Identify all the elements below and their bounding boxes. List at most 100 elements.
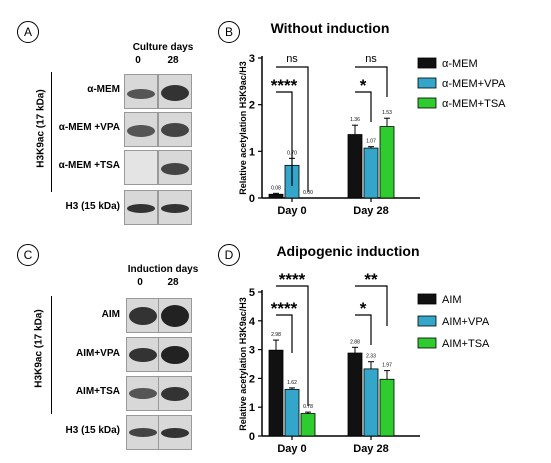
y-tick-label: 5 <box>249 287 255 299</box>
legend-label: AIM <box>442 294 462 306</box>
blot-c-r2-c1 <box>158 337 192 372</box>
significance-bracket <box>276 314 293 353</box>
significance-label: * <box>360 299 367 318</box>
x-tick-label: Day 28 <box>353 205 388 217</box>
y-tick-label: 1 <box>249 402 255 414</box>
legend-swatch <box>417 97 437 109</box>
y-tick-label: 1 <box>249 146 255 158</box>
significance-bracket <box>355 91 372 122</box>
significance-bracket <box>355 66 388 97</box>
y-tick-label: 2 <box>249 373 255 385</box>
bar <box>379 378 395 437</box>
significance-label: * <box>360 76 367 95</box>
side-bracket-a <box>51 72 52 192</box>
data-label: 2.33 <box>366 354 376 360</box>
blot-c-r1-c1 <box>158 298 192 333</box>
chart-title: Adipogenic induction <box>276 243 419 259</box>
legend-label: α-MEM+VPA <box>442 78 506 90</box>
data-label: 1.36 <box>350 117 360 123</box>
row-label-a-1: α-MEM <box>87 84 120 95</box>
row-label-c-3: AIM+TSA <box>75 386 120 397</box>
legend-swatch <box>417 57 437 69</box>
col-label-a-1: 28 <box>167 55 179 66</box>
x-tick-label: Day 0 <box>277 205 306 217</box>
y-axis-label: Relative acetylation H3K9ac/H3 <box>238 61 248 195</box>
bar <box>347 134 363 199</box>
significance-bracket <box>276 66 309 192</box>
col-label-a-0: 0 <box>135 55 141 66</box>
legend-label: AIM+VPA <box>442 316 490 328</box>
blot-a-r3-c0 <box>124 150 158 185</box>
legend-swatch <box>417 77 437 89</box>
bar <box>300 413 316 437</box>
col-label-c-0: 0 <box>137 277 143 288</box>
row-label-c-4: H3 (15 kDa) <box>65 425 120 436</box>
row-label-a-3: α-MEM +TSA <box>58 160 120 171</box>
data-label: 1.53 <box>382 110 392 116</box>
legend-swatch <box>417 315 437 327</box>
data-label: 0.08 <box>271 185 281 191</box>
blot-a-r3-c1 <box>158 150 192 185</box>
bar <box>363 368 379 437</box>
x-tick-label: Day 0 <box>277 443 306 455</box>
significance-label: ** <box>364 270 378 289</box>
significance-label: ns <box>286 53 298 65</box>
y-tick-label: 0 <box>249 193 255 205</box>
significance-bracket <box>355 285 388 326</box>
blot-c-r3-c1 <box>158 376 192 411</box>
bar <box>268 193 284 199</box>
col-label-c-1: 28 <box>167 277 179 288</box>
row-label-a-4: H3 (15 kDa) <box>65 201 120 212</box>
blot-c-r4-c1 <box>158 415 192 450</box>
chart-title: Without induction <box>271 20 390 36</box>
significance-bracket <box>355 314 372 345</box>
y-axis-label: Relative acetylation H3K9ac/H3 <box>238 297 248 431</box>
data-label: 2.88 <box>350 339 360 345</box>
significance-bracket <box>276 285 309 406</box>
data-label: 0.00 <box>303 190 313 196</box>
bar <box>268 349 284 437</box>
significance-label: ns <box>365 53 377 65</box>
blot-a-r4-c1 <box>158 190 192 225</box>
data-label: 1.07 <box>366 139 376 145</box>
blot-header-c: Induction days <box>127 264 199 275</box>
side-bracket-c <box>51 296 52 414</box>
blot-a-r4-c0 <box>124 190 158 225</box>
panel-letter-c: C <box>17 244 39 266</box>
chart-without-induction: Without induction Relative acetylation H3… <box>238 20 506 217</box>
data-label: 0.78 <box>303 404 313 410</box>
data-label: 1.62 <box>287 380 297 386</box>
y-tick-label: 3 <box>249 53 255 65</box>
legend-label: AIM+TSA <box>442 338 490 350</box>
data-label: 1.97 <box>382 363 392 369</box>
significance-bracket <box>276 91 293 186</box>
blot-header-a: Culture days <box>132 42 194 53</box>
blot-c-r3-c0 <box>126 376 160 411</box>
bar <box>284 388 300 437</box>
bar <box>379 126 395 199</box>
blot-c-r2-c0 <box>126 337 160 372</box>
significance-label: **** <box>271 299 298 318</box>
row-label-c-1: AIM <box>101 309 120 320</box>
y-tick-label: 0 <box>249 431 255 443</box>
blot-a-r2-c1 <box>158 112 192 147</box>
row-label-c-2: AIM+VPA <box>76 348 120 359</box>
y-tick-label: 2 <box>249 100 255 112</box>
significance-label: **** <box>279 270 306 289</box>
blot-a-r1-c1 <box>158 74 192 109</box>
bar <box>363 147 379 199</box>
y-tick-label: 4 <box>249 316 256 328</box>
significance-label: **** <box>271 76 298 95</box>
data-label: 2.98 <box>271 332 281 338</box>
legend-swatch <box>417 293 437 305</box>
blot-a-r2-c0 <box>124 112 158 147</box>
legend-swatch <box>417 337 437 349</box>
panel-letter-b: B <box>218 21 240 43</box>
panel-letter-a: A <box>17 21 39 43</box>
legend-label: α-MEM+TSA <box>442 98 506 110</box>
legend-label: α-MEM <box>442 58 478 70</box>
panel-letter-d: D <box>218 244 240 266</box>
blot-c-r4-c0 <box>126 415 160 450</box>
blot-a-r1-c0 <box>124 74 158 109</box>
x-tick-label: Day 28 <box>353 443 388 455</box>
